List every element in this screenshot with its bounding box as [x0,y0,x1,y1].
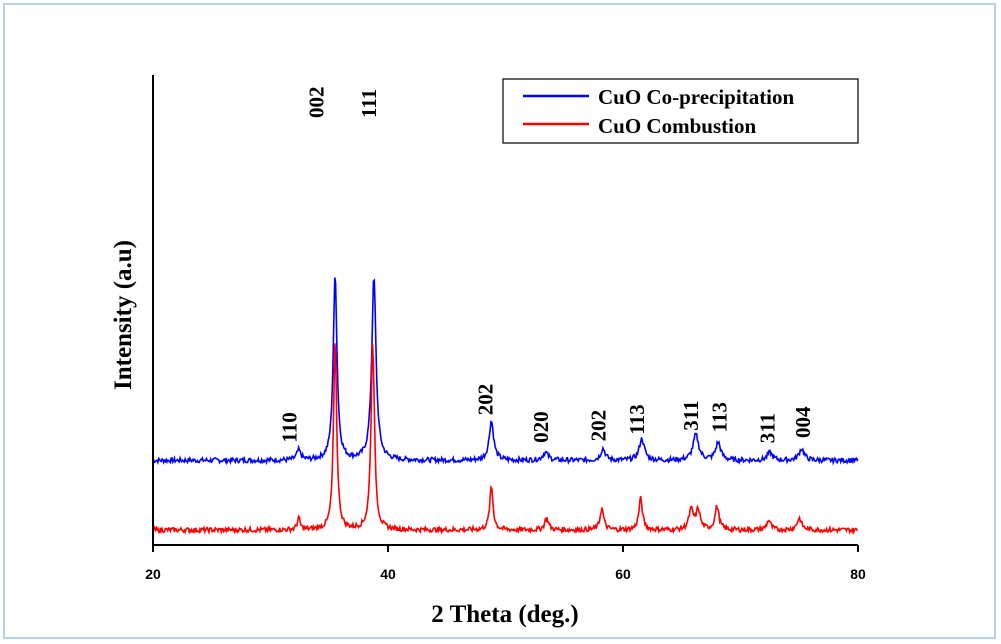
peak-label: 113 [707,402,731,432]
peak-label: 110 [277,412,301,442]
x-tick-label: 40 [380,566,396,582]
x-tick-label: 60 [615,566,631,582]
plot-lines [152,277,859,536]
legend-label-co-precipitation: CuO Co-precipitation [598,85,795,109]
x-ticks: 20 40 60 80 [145,545,866,582]
peak-label: 202 [586,410,610,442]
y-axis-title: Intensity (a.u) [110,240,137,390]
legend: CuO Co-precipitation CuO Combustion [502,78,859,144]
peak-label: 020 [529,411,553,443]
series-line-cuo-combustion [152,343,858,536]
peak-label: 202 [474,384,498,416]
x-axis-title: 2 Theta (deg.) [431,601,578,628]
peak-label: 113 [625,404,649,434]
series-line-cuo-co-precipitation [152,277,859,466]
peak-label: 111 [357,89,381,118]
x-tick-label: 80 [850,566,866,582]
peak-label: 311 [679,400,703,430]
peak-label: 311 [756,413,780,443]
peak-label: 002 [304,87,328,119]
legend-box [502,78,859,144]
legend-label-combustion: CuO Combustion [598,114,756,138]
x-tick-label: 20 [145,566,161,582]
peak-label: 004 [791,406,815,438]
